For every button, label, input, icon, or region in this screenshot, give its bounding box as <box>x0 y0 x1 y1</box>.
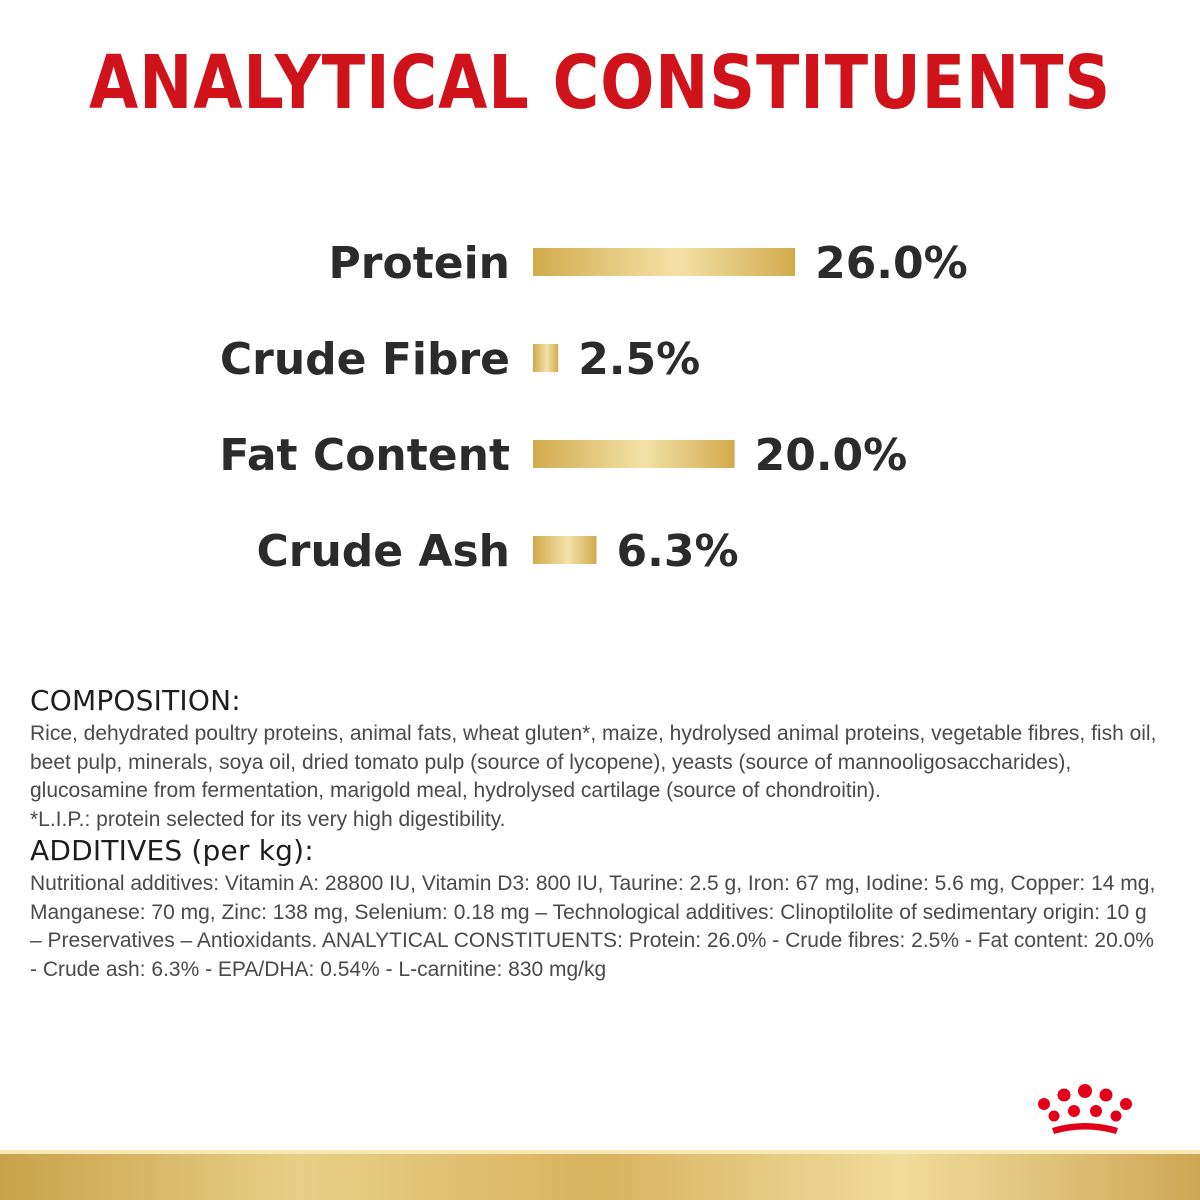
category-label: Protein <box>329 238 510 289</box>
gold-band-highlight <box>0 1150 1200 1154</box>
category-label: Crude Fibre <box>220 334 510 385</box>
category-label: Fat Content <box>219 430 510 481</box>
bar <box>533 440 735 468</box>
nutrient-bar-chart: Protein 26.0% Crude Fibre 2.5% Fat Content 20… <box>219 238 968 577</box>
gold-footer-band <box>0 1150 1200 1200</box>
bar <box>533 248 796 276</box>
crown-logo-icon <box>1038 1084 1132 1134</box>
value-label: 6.3% <box>617 526 739 577</box>
value-label: 2.5% <box>578 334 700 385</box>
additives-heading: ADDITIVES (per kg): <box>30 834 314 867</box>
page-title: ANALYTICAL CONSTITUENTS <box>88 40 1112 126</box>
bar <box>533 536 597 564</box>
category-label: Crude Ash <box>256 526 510 577</box>
composition-text-block: Rice, dehydrated poultry proteins, anima… <box>30 720 1160 834</box>
composition-text: Rice, dehydrated poultry proteins, anima… <box>30 722 1157 802</box>
value-label: 26.0% <box>815 238 968 289</box>
bar <box>533 344 559 372</box>
composition-heading: COMPOSITION: <box>30 684 241 717</box>
composition-footnote: *L.I.P.: protein selected for its very h… <box>30 807 506 831</box>
additives-text: Nutritional additives: Vitamin A: 28800 … <box>30 872 1156 981</box>
value-label: 20.0% <box>755 430 908 481</box>
